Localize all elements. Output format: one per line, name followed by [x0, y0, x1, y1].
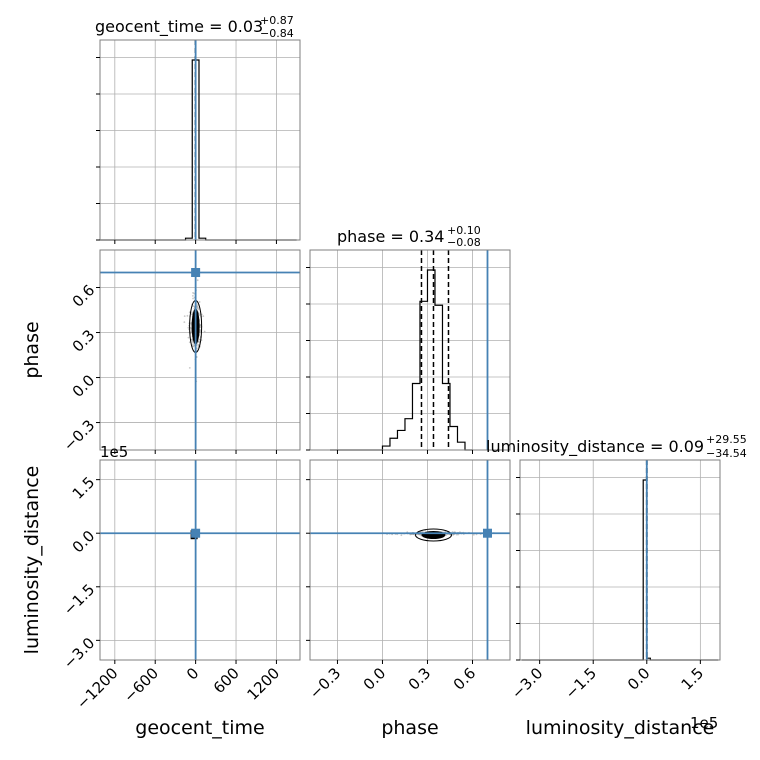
- title-geocent-time: geocent_time = 0.03 +0.87 −0.84: [95, 14, 294, 40]
- scatter-geocent-phase-sample: [192, 343, 194, 346]
- scatter-geocent-phase-sample: [197, 308, 200, 310]
- x-tick-label-luminosity-distance: 0.0: [624, 664, 654, 694]
- scatter-geocent-phase-sample: [198, 338, 201, 341]
- y-tick-label-luminosity-distance: −1.5: [60, 580, 98, 618]
- y-tick-label-phase: 0.0: [69, 371, 99, 401]
- scatter-geocent-phase-sample: [192, 305, 195, 308]
- x-tick-label-phase: 0.6: [450, 664, 480, 694]
- panel-frame-0-0: [99, 39, 301, 241]
- scatter-phase-distance-sample: [400, 534, 403, 537]
- scatter-geocent-phase-sample: [191, 340, 194, 343]
- title-phase-plus: +0.10: [447, 224, 481, 237]
- scatter-geocent-phase-sample: [191, 313, 193, 316]
- x-tick-label-phase: 0.0: [360, 664, 390, 694]
- title-phase: phase = 0.34 +0.10 −0.08: [337, 224, 481, 249]
- scatter-geocent-phase-sample: [192, 291, 194, 294]
- panel-frame-2-2: [519, 459, 721, 661]
- scatter-geocent-phase-sample: [203, 330, 206, 333]
- ylabel-phase: phase: [21, 321, 43, 378]
- xlabel-phase: phase: [381, 717, 438, 739]
- y-tick-label-phase: 0.3: [69, 326, 99, 356]
- title-geocent-time-main: geocent_time = 0.03: [95, 17, 263, 37]
- panel-frame-1-1: [309, 249, 511, 451]
- scatter-geocent-phase-sample: [197, 345, 200, 348]
- histogram-geocent-time: [100, 59, 297, 241]
- scatter-geocent-phase-sample: [189, 326, 192, 329]
- xlabel-luminosity-distance: luminosity_distance: [526, 717, 715, 739]
- panel-frame-1-0: [99, 249, 301, 451]
- density-core-phase-distance: [421, 531, 446, 539]
- x-tick-label-phase: −0.3: [306, 664, 344, 702]
- title-luminosity-distance-minus: −34.54: [706, 447, 747, 460]
- phase-distance-truth-marker: [482, 528, 492, 538]
- scatter-geocent-phase-sample: [198, 301, 201, 303]
- scatter-geocent-phase-sample: [199, 329, 202, 331]
- scatter-phase-distance-sample: [424, 530, 427, 532]
- y-tick-label-phase: −0.3: [60, 416, 98, 454]
- scatter-phase-distance-sample: [456, 533, 458, 536]
- histogram-luminosity-distance: [521, 479, 719, 661]
- y-tick-label-luminosity-distance: 1.5: [69, 473, 99, 503]
- scatter-phase-distance-sample: [445, 534, 448, 536]
- marks-layer: [100, 40, 719, 661]
- scatter-geocent-phase-sample: [192, 341, 195, 344]
- scatter-geocent-phase-sample: [188, 341, 191, 344]
- ylabel-luminosity-distance: luminosity_distance: [21, 466, 43, 655]
- panel-frame-2-0: [99, 459, 301, 661]
- scatter-geocent-phase-sample: [202, 315, 205, 318]
- x-tick-label-geocent-time: 1200: [244, 664, 284, 704]
- title-luminosity-distance-main: luminosity_distance = 0.09: [486, 437, 704, 457]
- scatter-geocent-phase-sample: [187, 336, 190, 339]
- scatter-geocent-phase-sample: [187, 326, 190, 329]
- x-tick-label-geocent-time: −1200: [73, 664, 122, 713]
- x-tick-label-phase: 0.3: [405, 664, 435, 694]
- scatter-geocent-phase-sample: [199, 324, 202, 327]
- scatter-phase-distance-sample: [472, 533, 475, 536]
- title-luminosity-distance: luminosity_distance = 0.09 +29.55 −34.54: [486, 433, 747, 460]
- x-tick-label-luminosity-distance: −3.0: [508, 664, 546, 702]
- scatter-geocent-phase-sample: [196, 306, 199, 309]
- x-tick-label-luminosity-distance: 1.5: [678, 664, 708, 694]
- scatter-geocent-phase-sample: [188, 366, 191, 369]
- x-tick-label-geocent-time: 600: [210, 664, 243, 697]
- panel-frame-2-1: [309, 459, 511, 661]
- offset-label-luminosity-distance-y: 1e5: [100, 443, 128, 461]
- offset-label-luminosity-distance-x: 1e5: [690, 714, 718, 732]
- title-luminosity-distance-plus: +29.55: [706, 433, 747, 446]
- x-tick-label-geocent-time: 0: [183, 664, 202, 683]
- scatter-geocent-phase-sample: [183, 315, 186, 318]
- frames-layer: [99, 39, 721, 661]
- scatter-geocent-phase-sample: [191, 294, 194, 297]
- title-geocent-time-minus: −0.84: [260, 27, 294, 40]
- title-phase-main: phase = 0.34: [337, 227, 444, 246]
- histogram-phase: [329, 269, 473, 451]
- xlabel-geocent-time: geocent_time: [135, 717, 264, 739]
- ticks-layer: −1200−600 0 600 1200 −0.3 0.0 0.3 0.6 −3.0 −1.5 0.…: [60, 57, 708, 713]
- scatter-geocent-phase-sample: [186, 314, 189, 317]
- density-contour-phase-distance: [414, 528, 452, 542]
- x-tick-label-geocent-time: −600: [120, 664, 162, 706]
- y-tick-label-phase: 0.6: [69, 281, 99, 311]
- scatter-geocent-phase-sample: [198, 314, 201, 316]
- geocent-phase-truth-marker: [191, 268, 201, 278]
- scatter-geocent-phase-sample: [183, 321, 186, 324]
- y-tick-label-luminosity-distance: −3.0: [60, 634, 98, 672]
- title-phase-minus: −0.08: [447, 236, 481, 249]
- scatter-geocent-phase-sample: [192, 297, 194, 300]
- x-tick-label-luminosity-distance: −1.5: [562, 664, 600, 702]
- title-geocent-time-plus: +0.87: [260, 14, 294, 27]
- scatter-geocent-phase-sample: [196, 279, 199, 282]
- y-tick-label-luminosity-distance: 0.0: [69, 527, 99, 557]
- scatter-geocent-phase-sample: [196, 347, 198, 350]
- scatter-geocent-phase-sample: [197, 343, 200, 346]
- geocent-distance-truth-marker: [191, 528, 201, 538]
